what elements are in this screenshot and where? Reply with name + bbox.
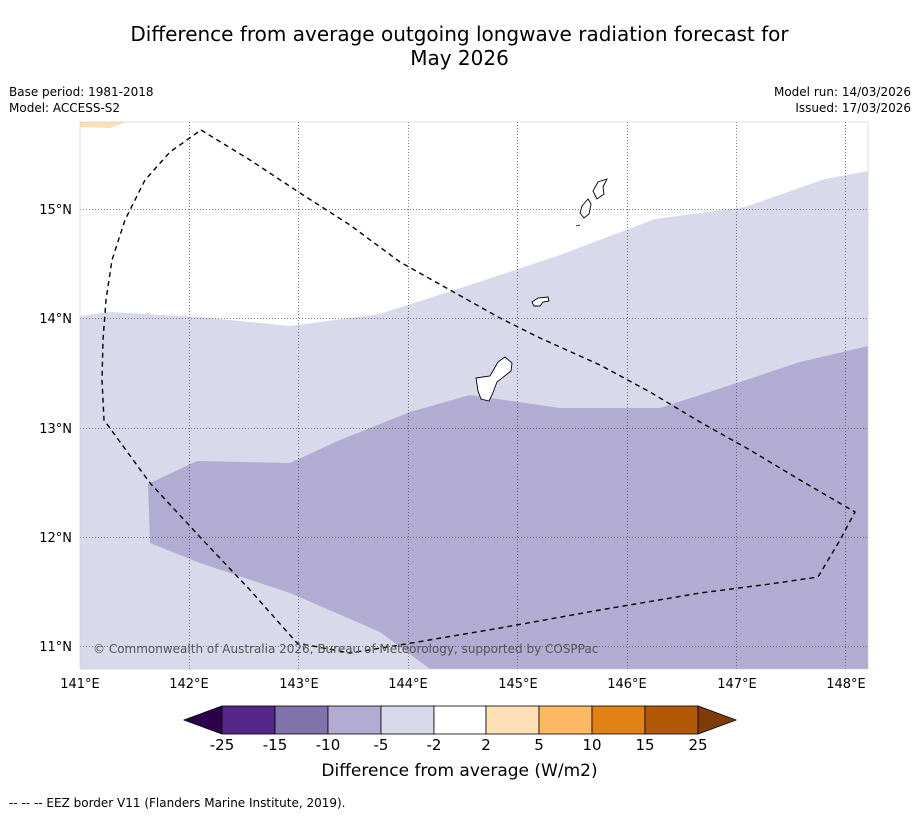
cb-label-10: 10 — [582, 736, 602, 754]
plot-frame — [79, 121, 869, 670]
colorbar-bin-8 — [591, 705, 646, 735]
island-saipan — [592, 178, 608, 200]
y-tick-12N: 12°N — [39, 531, 72, 546]
cb-label-15: 15 — [635, 736, 655, 754]
model-run: Model run: 14/03/2026 — [773, 85, 911, 99]
x-tick-141E: 141°E — [60, 677, 100, 692]
colorbar-bin-2 — [274, 705, 329, 735]
colorbar-bin-6 — [485, 705, 540, 735]
cb-label-minus2: -2 — [426, 736, 442, 754]
cb-label-minus10: -10 — [315, 736, 341, 754]
model-name: Model: ACCESS-S2 — [9, 101, 121, 115]
colorbar-bin-1 — [221, 705, 276, 735]
colorbar-over-arrow — [697, 705, 738, 735]
cb-label-25: 25 — [688, 736, 708, 754]
cb-label-2: 2 — [481, 736, 491, 754]
x-axis-labels: 141°E 142°E 143°E 144°E 145°E 146°E 147°… — [60, 677, 866, 692]
issued-date: Issued: 17/03/2026 — [795, 101, 911, 115]
copyright-credit: © Commonwealth of Australia 2026, Bureau… — [93, 642, 598, 656]
cb-label-minus15: -15 — [262, 736, 288, 754]
island-rota — [531, 296, 550, 307]
anomaly-field — [80, 122, 868, 669]
colorbar-bin-5 — [433, 705, 487, 735]
x-tick-144E: 144°E — [388, 677, 428, 692]
cb-label-minus5: -5 — [373, 736, 389, 754]
meta-left: Base period: 1981-2018 Model: ACCESS-S2 — [9, 84, 154, 116]
base-period: Base period: 1981-2018 — [9, 85, 154, 99]
y-tick-14N: 14°N — [39, 312, 72, 327]
anomaly-band-minus5-to-minus10 — [148, 346, 868, 669]
eez-legend: -- -- -- EEZ border V11 (Flanders Marine… — [9, 796, 346, 810]
title-line-2: May 2026 — [410, 46, 509, 70]
colorbar-bin-4 — [380, 705, 435, 735]
map-title: Difference from average outgoing longwav… — [0, 22, 919, 70]
y-tick-11N: 11°N — [39, 640, 72, 655]
island-aguijan — [575, 224, 581, 227]
colorbar — [182, 705, 738, 735]
island-tinian — [579, 198, 592, 219]
colorbar-under-arrow — [182, 705, 223, 735]
colorbar-bin-9 — [644, 705, 699, 735]
islands — [475, 178, 608, 402]
colorbar-title: Difference from average (W/m2) — [321, 761, 598, 781]
x-tick-142E: 142°E — [169, 677, 209, 692]
gridlines — [80, 122, 868, 669]
x-tick-148E: 148°E — [826, 677, 866, 692]
y-axis-labels: 15°N 14°N 13°N 12°N 11°N — [39, 203, 72, 655]
colorbar-bin-3 — [327, 705, 382, 735]
meta-right: Model run: 14/03/2026 Issued: 17/03/2026 — [774, 84, 911, 116]
x-tick-146E: 146°E — [607, 677, 647, 692]
x-tick-143E: 143°E — [279, 677, 319, 692]
y-tick-13N: 13°N — [39, 422, 72, 437]
y-tick-15N: 15°N — [39, 203, 72, 218]
eez-border — [101, 129, 856, 654]
title-line-1: Difference from average outgoing longwav… — [130, 22, 789, 46]
positive-anomaly-patch — [80, 122, 127, 128]
colorbar-bin-7 — [538, 705, 593, 735]
cb-label-5: 5 — [534, 736, 544, 754]
cb-label-minus25: -25 — [209, 736, 235, 754]
island-guam — [475, 356, 513, 402]
x-tick-145E: 145°E — [498, 677, 538, 692]
x-tick-147E: 147°E — [717, 677, 757, 692]
